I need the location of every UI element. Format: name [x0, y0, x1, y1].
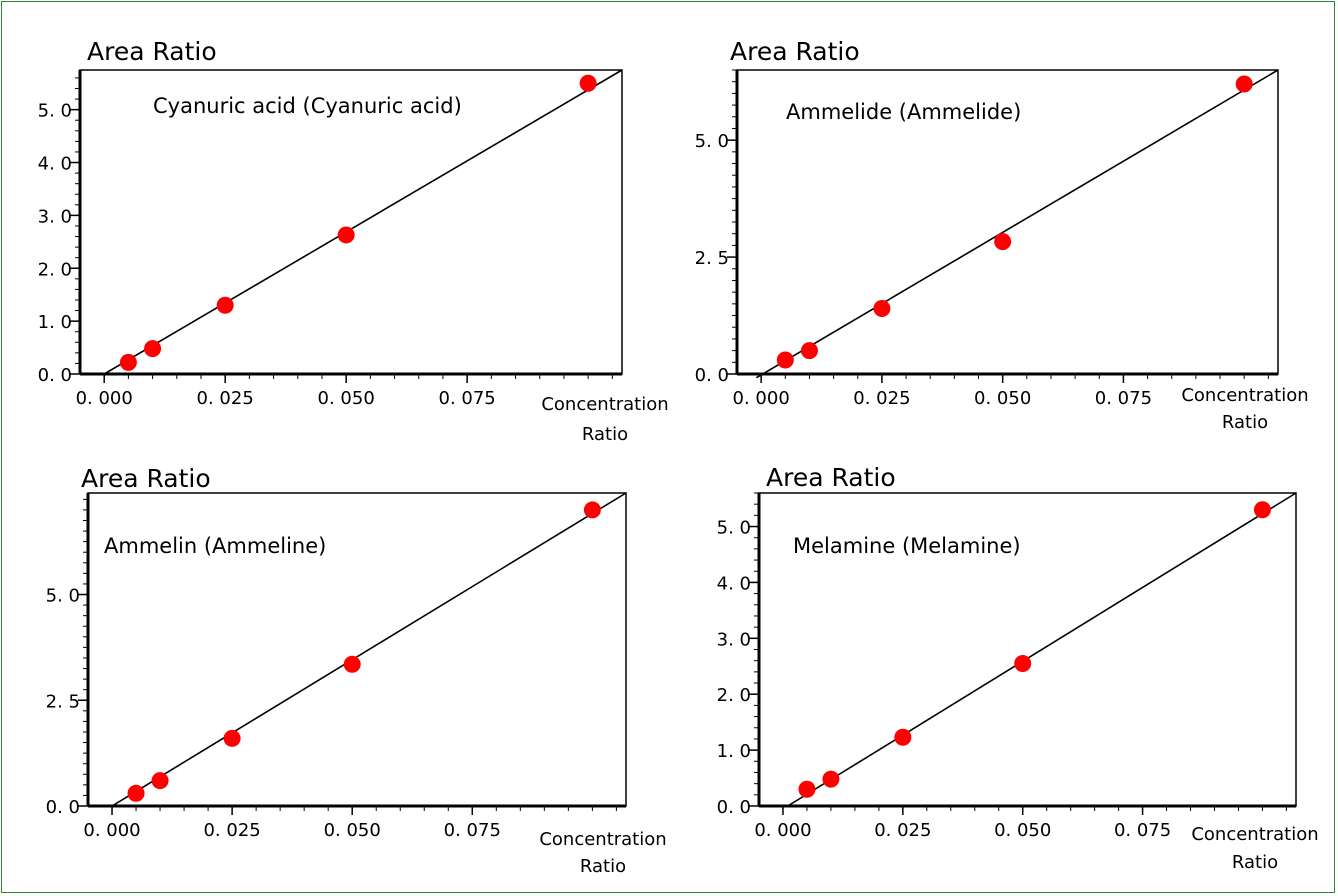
panel-1-y-tick-label: 0. 0	[38, 365, 72, 386]
panel-3-x-tick-label: 0. 075	[444, 820, 501, 841]
panel-2-y-tick-label: 2. 5	[695, 248, 729, 269]
panel-1-data-point	[337, 226, 355, 244]
panel-1-y-tick-label: 5. 0	[38, 101, 72, 122]
panel-3-fit-line	[111, 492, 627, 807]
panel-4-x-tick-label: 0. 075	[1114, 820, 1171, 841]
panel-2-data-point	[800, 342, 818, 360]
panel-2-data-point	[1235, 75, 1253, 93]
panel-3-x-tick-label: 0. 050	[324, 820, 381, 841]
panel-4-data-point	[894, 728, 912, 746]
panel-4-data-point	[1014, 654, 1032, 672]
panel-4-compound-label: Melamine (Melamine)	[793, 534, 1021, 558]
panel-4-data-point	[1253, 501, 1271, 519]
panel-3-data-point	[151, 772, 169, 790]
panel-3-x-tick-label: 0. 025	[203, 820, 260, 841]
panel-1-x-tick-label: 0. 050	[318, 388, 375, 409]
panel-4-y-tick-label: 2. 0	[717, 685, 751, 706]
panel-4-y-tick-label: 5. 0	[717, 518, 751, 539]
panel-1-data-point	[216, 296, 234, 314]
panel-2-data-point	[873, 300, 891, 318]
panel-3-data-point	[583, 501, 601, 519]
panel-4-y-tick-label: 3. 0	[717, 629, 751, 650]
panel-4-x-tick-label: 0. 025	[874, 820, 931, 841]
panel-3-data-point	[343, 655, 361, 673]
panel-1-data-point	[579, 74, 597, 92]
panel-1-x-tick-label: 0. 075	[439, 388, 496, 409]
panel-4-fit-line	[787, 492, 1297, 807]
panel-1-x-tick-label: 0. 025	[197, 388, 254, 409]
panel-3-data-point	[223, 729, 241, 747]
panel-4-x-axis-title-line2: Ratio	[1232, 852, 1278, 873]
panel-2-x-tick-label: 0. 025	[853, 388, 910, 409]
panel-2-data-point	[994, 233, 1012, 251]
panel-2-compound-label: Ammelide (Ammelide)	[786, 100, 1021, 124]
panel-4-x-axis-title-line1: Concentration	[1191, 824, 1318, 845]
panel-4-y-tick-label: 1. 0	[717, 741, 751, 762]
panel-1-y-tick-label: 1. 0	[38, 312, 72, 333]
panel-3-data-point	[127, 784, 145, 802]
panel-1-data-point	[119, 353, 137, 371]
panel-4-data-point	[798, 780, 816, 798]
panel-2-data-point	[776, 351, 794, 369]
panel-4-y-tick-label: 4. 0	[717, 573, 751, 594]
panel-3-x-tick-label: 0. 000	[83, 820, 140, 841]
panel-2-x-axis-title-line1: Concentration	[1181, 385, 1308, 406]
panel-3-y-axis-title: Area Ratio	[81, 464, 211, 493]
panel-1-x-axis-title-line2: Ratio	[582, 424, 628, 445]
panel-2-y-axis-title: Area Ratio	[730, 37, 860, 66]
panel-4-y-tick-label: 0. 0	[717, 797, 751, 818]
panel-1-x-axis-title-line1: Concentration	[541, 394, 668, 415]
panel-1-data-point	[144, 340, 162, 358]
panel-1-y-tick-label: 3. 0	[38, 206, 72, 227]
panel-4-data-point	[822, 770, 840, 788]
panel-4-y-axis-title: Area Ratio	[766, 463, 896, 492]
panel-1-fit-line	[103, 69, 623, 375]
panel-2-y-tick-label: 5. 0	[695, 131, 729, 152]
panel-2-x-tick-label: 0. 000	[733, 388, 790, 409]
panel-1-y-axis-title: Area Ratio	[87, 37, 217, 66]
panel-3-y-tick-label: 2. 5	[46, 691, 80, 712]
panel-2-x-axis-title-line2: Ratio	[1222, 412, 1268, 433]
panel-4-x-tick-label: 0. 050	[994, 820, 1051, 841]
panel-1-compound-label: Cyanuric acid (Cyanuric acid)	[153, 94, 462, 118]
panel-2-y-tick-label: 0. 0	[695, 365, 729, 386]
panel-1-x-tick-label: 0. 000	[76, 388, 133, 409]
panel-3-x-axis-title-line2: Ratio	[580, 856, 626, 877]
panel-3-compound-label: Ammelin (Ammeline)	[104, 534, 326, 558]
panel-1-y-tick-label: 2. 0	[38, 259, 72, 280]
panel-3-y-tick-label: 0. 0	[46, 797, 80, 818]
panel-3-y-tick-label: 5. 0	[46, 586, 80, 607]
panel-3-x-axis-title-line1: Concentration	[539, 829, 666, 850]
panel-2-x-tick-label: 0. 075	[1095, 388, 1152, 409]
panel-4-x-tick-label: 0. 000	[754, 820, 811, 841]
panel-1-y-tick-label: 4. 0	[38, 154, 72, 175]
panel-2-x-tick-label: 0. 050	[974, 388, 1031, 409]
panel-2-fit-line	[755, 69, 1279, 379]
